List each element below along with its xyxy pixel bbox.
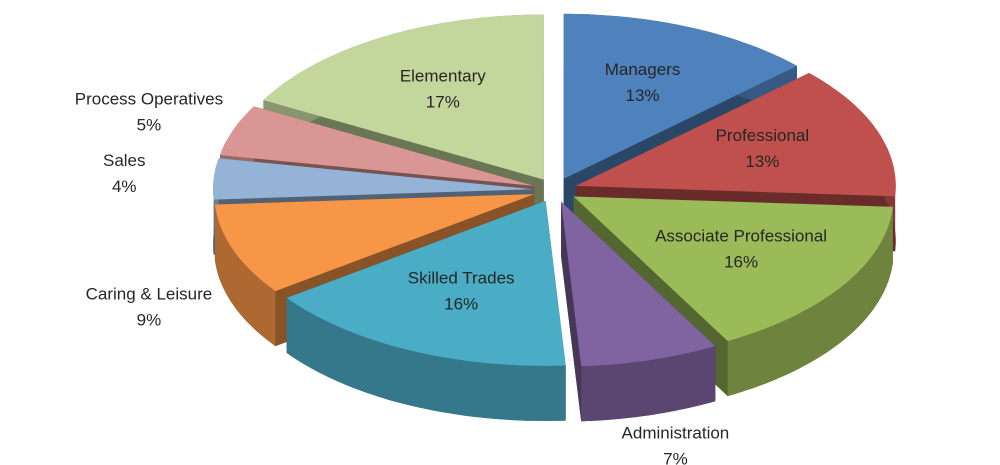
category-label: Process Operatives (75, 89, 223, 108)
slice-side (214, 204, 276, 347)
slice-top (573, 196, 893, 342)
category-label: Sales (103, 151, 146, 170)
slice-top (263, 14, 544, 180)
slice-top (286, 200, 566, 366)
value-label: 4% (112, 177, 137, 196)
category-label: Skilled Trades (408, 269, 515, 288)
data-label: Process Operatives 5% (75, 89, 223, 134)
slice-wall (561, 201, 582, 422)
category-label: Caring & Leisure (86, 285, 213, 304)
category-label: Elementary (400, 67, 486, 86)
value-label: 16% (444, 295, 478, 314)
value-label: 7% (663, 449, 688, 465)
data-label: Elementary 17% (400, 67, 486, 112)
category-label: Professional (716, 126, 810, 145)
category-label: Managers (605, 60, 681, 79)
data-label: Sales 4% (103, 151, 146, 196)
data-label: Associate Professional 16% (655, 226, 827, 271)
value-label: 16% (724, 252, 758, 271)
slice-top (575, 73, 896, 197)
data-label: Skilled Trades 16% (408, 269, 515, 314)
category-label: Associate Professional (655, 226, 827, 245)
slice-top (214, 194, 535, 292)
data-label: Professional 13% (716, 126, 810, 171)
value-label: 17% (426, 93, 460, 112)
data-label: Administration 7% (622, 423, 730, 465)
value-label: 13% (626, 86, 660, 105)
pie-slice (573, 196, 893, 397)
value-label: 9% (137, 311, 162, 330)
pie-slice (561, 201, 716, 422)
slice-top (561, 201, 716, 367)
pie-slice (286, 200, 566, 421)
value-label: 13% (745, 152, 779, 171)
slice-top (563, 13, 797, 179)
slice-top (220, 106, 535, 186)
slice-side (727, 206, 893, 397)
slice-side (581, 346, 716, 422)
data-label: Caring & Leisure 9% (86, 285, 213, 330)
category-label: Administration (622, 423, 730, 442)
slice-side (286, 297, 566, 421)
slice-top (213, 158, 533, 200)
data-label: Managers 13% (605, 60, 681, 105)
value-label: 5% (137, 115, 162, 134)
